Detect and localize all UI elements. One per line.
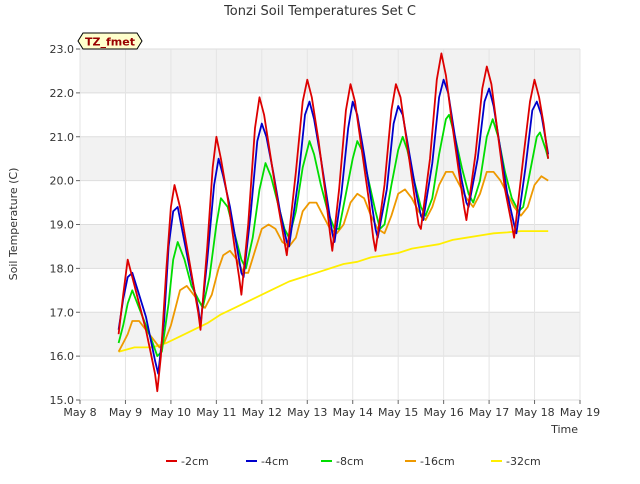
x-tick-label: May 17 (469, 406, 509, 419)
x-tick-label: May 11 (196, 406, 236, 419)
series-line-2cm (117, 52, 550, 393)
y-tick-label: 22.0 (50, 87, 75, 100)
y-tick-label: 21.0 (50, 131, 75, 144)
legend-item: -8cm (321, 455, 364, 468)
plot-band (80, 92, 580, 137)
y-tick-label: 19.0 (50, 219, 75, 232)
y-tick-label: 16.0 (50, 350, 75, 363)
x-tick-label: May 19 (560, 406, 600, 419)
plot-band (80, 49, 580, 93)
x-tick-label: May 15 (378, 406, 418, 419)
x-tick-label: May 14 (333, 406, 373, 419)
series-lines (117, 52, 550, 393)
y-axis-ticks: 15.0 16.0 17.0 18.0 19.0 20.0 21.0 22.0 23.0 (50, 43, 80, 407)
series-line-32cm (118, 230, 549, 353)
x-tick-label: May 10 (151, 406, 191, 419)
y-axis-label: Soil Temperature (C) (7, 168, 20, 281)
x-tick-label: May 9 (109, 406, 142, 419)
legend-label: -32cm (506, 455, 541, 468)
x-axis-ticks: May 8 May 9 May 10 May 11 May 12 May 13 May 14… (63, 400, 600, 419)
y-tick-label: 23.0 (50, 43, 75, 56)
plot-band (80, 268, 580, 313)
legend-label: -16cm (420, 455, 455, 468)
legend-label: -2cm (181, 455, 209, 468)
legend-item: -4cm (246, 455, 289, 468)
x-tick-label: May 8 (63, 406, 96, 419)
legend-item: -2cm (166, 455, 209, 468)
legend-item: -16cm (405, 455, 455, 468)
x-tick-label: May 12 (242, 406, 282, 419)
plot-band (80, 356, 580, 400)
annotation-label: TZ_fmet (85, 36, 135, 49)
y-tick-label: 15.0 (50, 394, 75, 407)
legend: -2cm -4cm -8cm -16cm -32cm (166, 455, 541, 468)
series-line-16cm (117, 170, 549, 353)
x-tick-label: May 16 (424, 406, 464, 419)
y-tick-label: 17.0 (50, 306, 75, 319)
plot-band (80, 136, 580, 181)
x-axis-label: Time (550, 423, 578, 436)
legend-item: -32cm (491, 455, 541, 468)
chart-title: Tonzi Soil Temperatures Set C (223, 4, 416, 19)
y-tick-label: 18.0 (50, 262, 75, 275)
legend-label: -4cm (261, 455, 289, 468)
legend-label: -8cm (336, 455, 364, 468)
x-tick-label: May 13 (287, 406, 327, 419)
x-tick-label: May 18 (514, 406, 554, 419)
annotation-box: TZ_fmet (77, 32, 143, 50)
y-tick-label: 20.0 (50, 175, 75, 188)
